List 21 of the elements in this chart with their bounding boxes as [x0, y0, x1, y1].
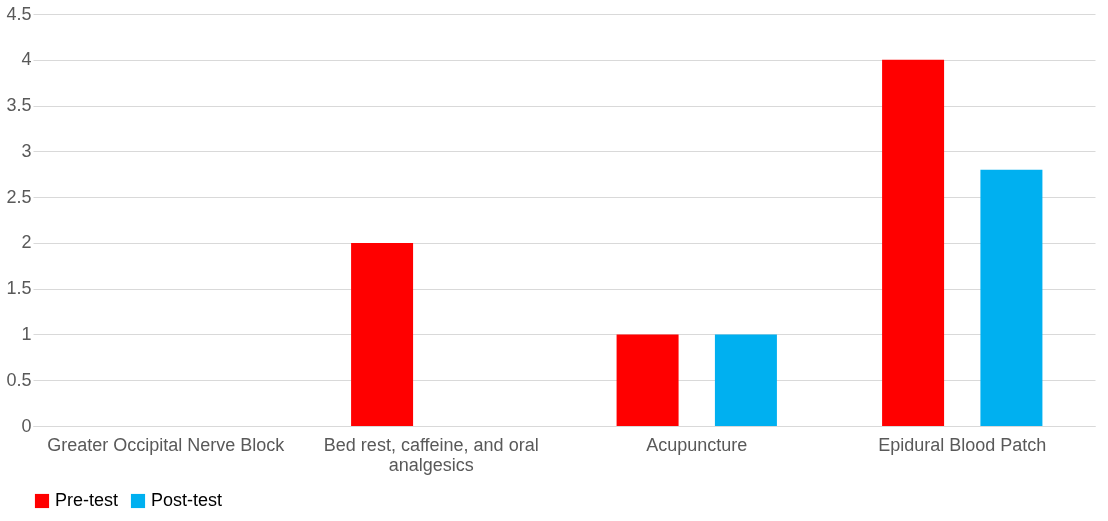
y-tick-label: 4 — [21, 49, 32, 70]
y-tick-label: 0.5 — [6, 369, 32, 390]
y-tick-label: 3 — [21, 140, 32, 161]
legend-label: Post-test — [151, 490, 223, 510]
bar — [980, 169, 1043, 426]
bar — [714, 334, 777, 426]
x-tick-label: Epidural Blood Patch — [878, 434, 1047, 455]
x-tick-label: Bed rest, caffeine, and oral analgesics — [323, 434, 539, 475]
y-tick-label: 2.5 — [6, 186, 32, 207]
bar — [351, 242, 414, 426]
y-tick-label: 0 — [21, 415, 32, 436]
bar — [882, 59, 945, 426]
y-tick-label: 3.5 — [6, 95, 32, 116]
y-tick-label: 1 — [21, 323, 32, 344]
y-tick-label: 2 — [21, 232, 32, 253]
x-tick-label: Acupuncture — [646, 434, 748, 455]
legend-label: Pre-test — [55, 490, 119, 510]
x-tick-label: Greater Occipital Nerve Block — [47, 434, 286, 455]
bar — [616, 334, 679, 426]
y-tick-label: 1.5 — [6, 278, 32, 299]
y-tick-label: 4.5 — [6, 3, 32, 24]
